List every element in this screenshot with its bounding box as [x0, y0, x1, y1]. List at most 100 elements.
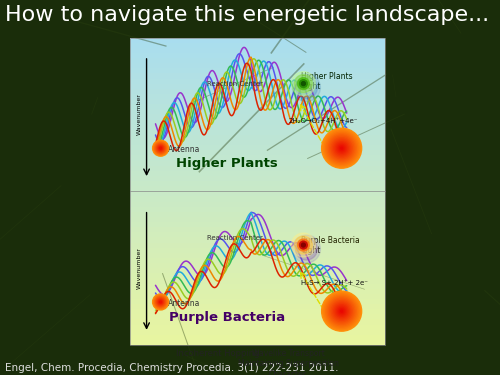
Bar [130, 314, 385, 320]
Circle shape [331, 301, 352, 322]
Circle shape [160, 301, 162, 303]
Bar [130, 191, 385, 196]
Circle shape [324, 294, 359, 328]
Bar [130, 104, 385, 109]
Circle shape [338, 308, 345, 315]
Bar [130, 150, 385, 155]
Circle shape [332, 302, 351, 320]
Bar [130, 217, 385, 222]
Circle shape [152, 294, 168, 310]
Bar [130, 207, 385, 212]
Circle shape [298, 239, 310, 251]
Bar [130, 278, 385, 284]
Circle shape [156, 297, 166, 307]
Bar [130, 320, 385, 324]
Bar [130, 243, 385, 248]
Circle shape [294, 236, 312, 254]
Bar [130, 227, 385, 232]
Bar [130, 248, 385, 253]
Bar [130, 253, 385, 258]
Circle shape [336, 143, 346, 153]
Bar [130, 304, 385, 309]
Circle shape [332, 139, 351, 158]
Bar [130, 294, 385, 299]
Circle shape [328, 135, 355, 161]
Bar [130, 186, 385, 191]
Text: Reaction Center: Reaction Center [206, 81, 262, 87]
Circle shape [298, 78, 310, 90]
Circle shape [326, 132, 358, 164]
Bar [130, 268, 385, 273]
Circle shape [330, 299, 353, 323]
Text: Wavelike Transport
Maintaining Superposition
Character: Wavelike Transport Maintaining Superposi… [238, 349, 338, 375]
Circle shape [335, 305, 348, 318]
Circle shape [152, 140, 168, 156]
Text: Antenna: Antenna [168, 299, 200, 308]
Text: How to navigate this energetic landscape...: How to navigate this energetic landscape… [5, 5, 489, 25]
Circle shape [300, 80, 308, 88]
Bar [130, 258, 385, 263]
Bar [130, 176, 385, 181]
Bar [130, 212, 385, 217]
Circle shape [158, 299, 164, 305]
Bar [130, 237, 385, 243]
Bar [130, 120, 385, 124]
Circle shape [302, 82, 306, 86]
Bar [130, 38, 385, 43]
Bar [130, 263, 385, 268]
Circle shape [340, 146, 344, 150]
Circle shape [328, 298, 355, 324]
Bar [130, 135, 385, 140]
Circle shape [158, 146, 162, 150]
Circle shape [330, 136, 353, 160]
Text: Incoherent Hopping: Incoherent Hopping [176, 349, 260, 358]
Bar [130, 145, 385, 150]
Circle shape [156, 143, 166, 153]
Circle shape [158, 145, 164, 151]
Bar [130, 48, 385, 53]
Text: Wavenumber: Wavenumber [136, 93, 141, 135]
Circle shape [340, 310, 342, 312]
Circle shape [335, 142, 348, 154]
Circle shape [340, 147, 342, 149]
Circle shape [292, 74, 320, 102]
Circle shape [327, 134, 356, 163]
Bar [130, 68, 385, 74]
Bar [130, 232, 385, 237]
Circle shape [323, 292, 360, 330]
Bar [130, 89, 385, 94]
Circle shape [156, 144, 164, 152]
Text: Engel, Chem. Procedia, Chemistry Procedia. 3(1) 222-231 2011.: Engel, Chem. Procedia, Chemistry Procedi… [5, 363, 338, 373]
Bar [130, 273, 385, 278]
Circle shape [296, 76, 318, 99]
Bar [130, 309, 385, 314]
Circle shape [322, 291, 362, 331]
Bar [130, 335, 385, 340]
Text: 2H₂O→O₂+4H⁺+4e⁻: 2H₂O→O₂+4H⁺+4e⁻ [288, 118, 358, 124]
Bar [130, 166, 385, 171]
Circle shape [323, 129, 360, 167]
Circle shape [158, 300, 162, 304]
Bar [130, 53, 385, 58]
Bar [130, 222, 385, 227]
Bar [130, 196, 385, 201]
Bar [130, 289, 385, 294]
Circle shape [336, 306, 346, 316]
Bar [130, 130, 385, 135]
Text: Higher Plants
Light: Higher Plants Light [301, 72, 352, 91]
Bar [130, 284, 385, 289]
Bar [130, 78, 385, 84]
Circle shape [324, 131, 359, 165]
Text: H₂S→ S+ 2H⁺+ 2e⁻: H₂S→ S+ 2H⁺+ 2e⁻ [301, 280, 368, 286]
Bar [130, 324, 385, 330]
Circle shape [154, 141, 168, 155]
Bar [130, 330, 385, 335]
Text: Reaction Center: Reaction Center [206, 235, 262, 241]
Circle shape [327, 297, 356, 326]
Bar [130, 160, 385, 166]
Circle shape [292, 233, 316, 257]
Circle shape [334, 303, 349, 319]
Bar [130, 43, 385, 48]
Circle shape [156, 298, 164, 306]
Bar [130, 340, 385, 345]
